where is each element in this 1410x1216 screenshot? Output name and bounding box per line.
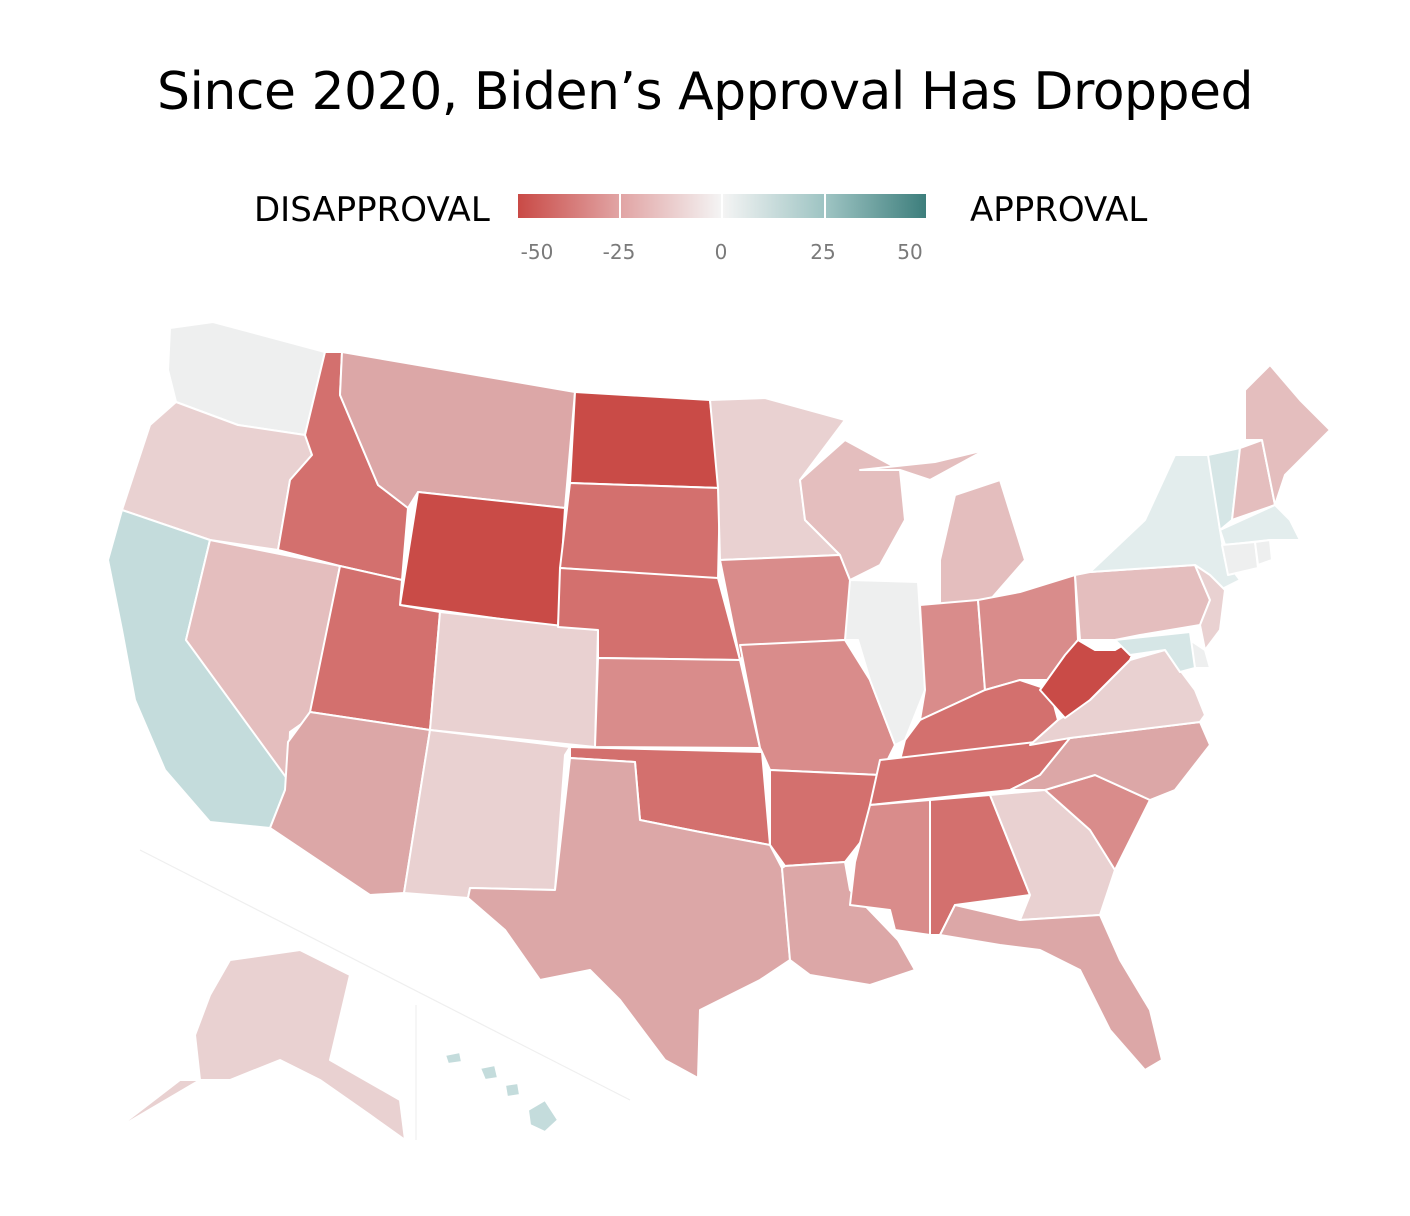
legend-tick: -50 <box>520 240 554 264</box>
legend-tick: 25 <box>810 240 836 264</box>
state-az[interactable] <box>269 711 431 896</box>
legend-segment <box>825 194 926 218</box>
state-nm[interactable] <box>403 729 571 899</box>
legend-disapproval-label: DISAPPROVAL <box>254 190 490 230</box>
state-la[interactable] <box>781 861 916 986</box>
state-nd[interactable] <box>569 391 721 489</box>
state-fl[interactable] <box>939 904 1163 1071</box>
state-hi[interactable] <box>444 1051 559 1133</box>
state-ks[interactable] <box>594 657 761 749</box>
state-nc[interactable] <box>1009 721 1211 801</box>
legend-color-scale <box>518 194 926 218</box>
state-sd[interactable] <box>559 482 721 581</box>
legend-tick: -25 <box>602 240 636 264</box>
legend-tick: 50 <box>897 240 923 264</box>
legend-segment <box>723 194 826 218</box>
legend-approval-label: APPROVAL <box>970 190 1148 230</box>
state-md[interactable] <box>1114 631 1196 673</box>
chart-title: Since 2020, Biden’s Approval Has Dropped <box>156 62 1254 122</box>
state-me[interactable] <box>1244 364 1331 506</box>
state-wy[interactable] <box>399 491 566 628</box>
state-wi[interactable] <box>799 439 906 581</box>
state-co[interactable] <box>429 611 599 748</box>
state-ct[interactable] <box>1221 541 1259 576</box>
state-nj[interactable] <box>1194 564 1226 651</box>
state-ak[interactable] <box>114 949 406 1141</box>
legend-segment <box>518 194 621 218</box>
inset-divider <box>139 849 631 1101</box>
state-ri[interactable] <box>1254 539 1273 566</box>
state-tx[interactable] <box>467 757 791 1079</box>
legend-tick: 0 <box>714 240 728 264</box>
legend-segment <box>620 194 723 218</box>
state-pa[interactable] <box>1074 564 1211 641</box>
